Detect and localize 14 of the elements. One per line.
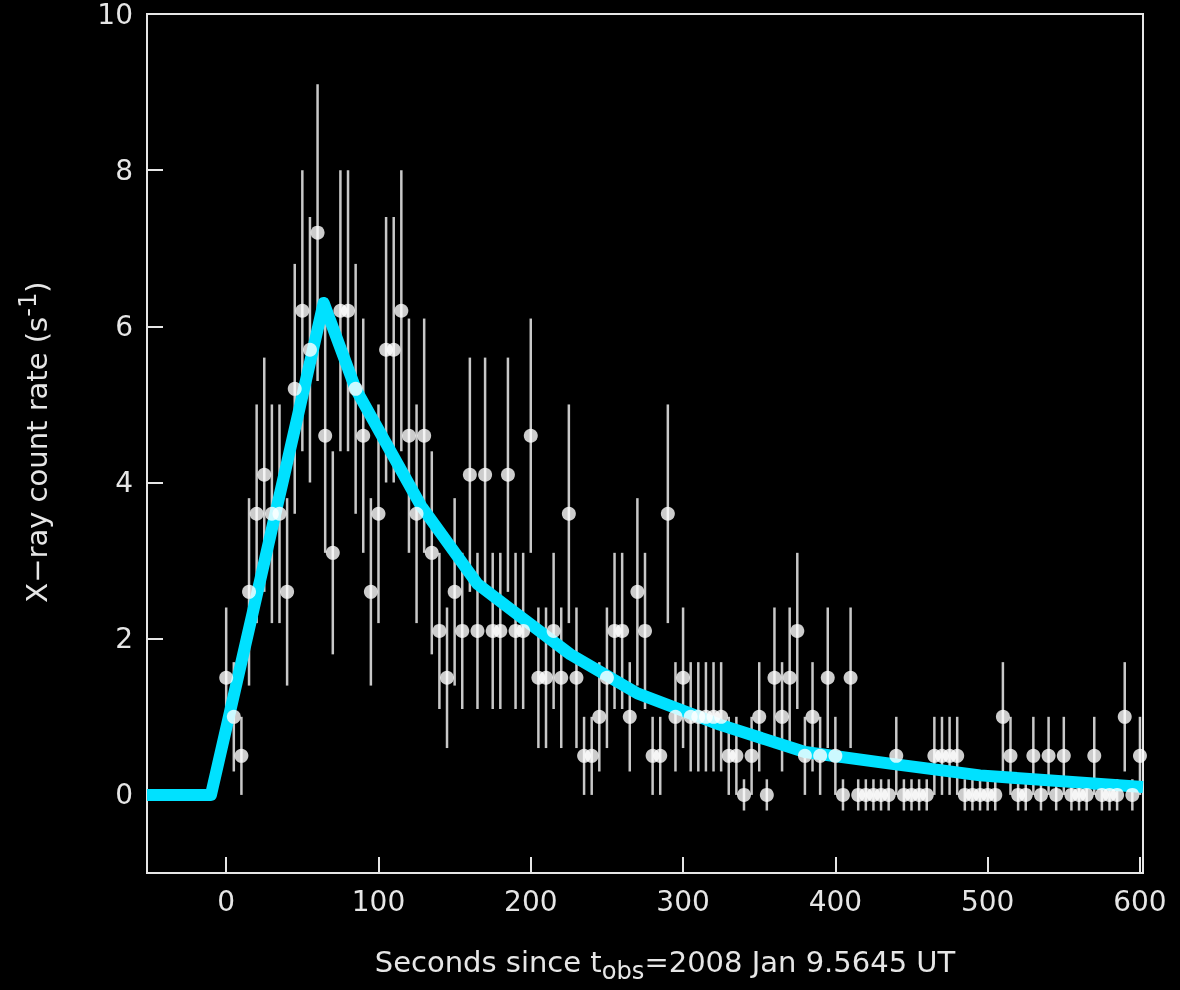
x-tick-label: 500 [960,884,1015,918]
x-tick-label: 400 [808,884,863,918]
x-axis-title: Seconds since t$_{obs}$=2008 Jan 9.5645 UT [374,945,956,985]
y-tick-label: 0 [115,778,133,812]
x-tick-label: 300 [656,884,710,918]
x-tick-label: 600 [1113,884,1167,918]
y-tick-label: 2 [115,622,133,656]
y-tick-label: 6 [115,309,133,343]
y-tick-label: 8 [115,153,133,187]
x-tick-label: 100 [351,884,406,918]
y-tick-label: 4 [115,466,133,500]
y-tick-label: 10 [97,0,133,31]
x-tick-label: 200 [504,884,558,918]
x-tick-label: 0 [217,884,236,918]
